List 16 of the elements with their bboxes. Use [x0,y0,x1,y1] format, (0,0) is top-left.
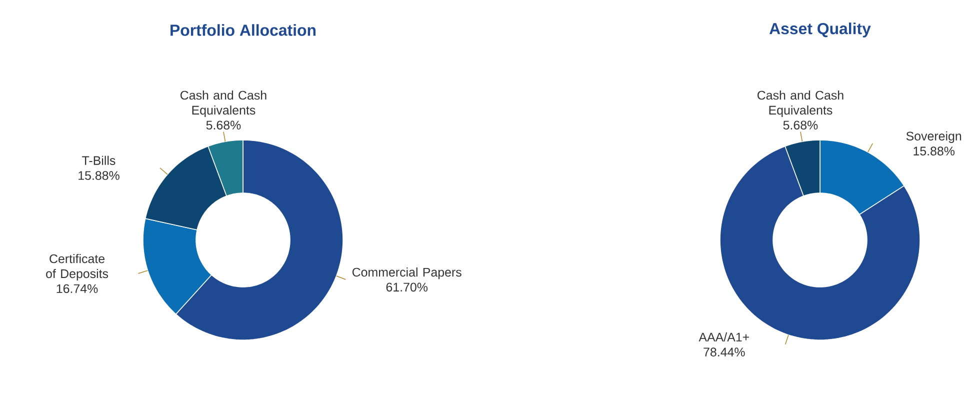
data-label: 15.88% [914,146,955,156]
chart-title: Asset Quality [769,22,871,38]
chart-title: Portfolio Allocation [170,24,316,36]
data-label: 5.68% [783,120,818,130]
data-label: 16.74% [56,284,98,294]
slice-label: Certificate of Deposits [46,254,108,281]
slice-label: Cash and Cash Equivalents [180,90,266,118]
slice-label: AAA/A1+ [698,332,749,342]
data-label: 15.88% [78,171,120,180]
data-label: 78.44% [704,348,745,356]
slice-label: Sovereign [906,131,962,143]
slice-label: Cash and Cash Equivalents [758,90,844,118]
data-label: 61.70% [386,282,428,292]
slice-label: T-Bills [82,156,116,165]
slice-label: Commercial Papers [352,267,462,280]
data-label: 5.68% [206,120,241,130]
